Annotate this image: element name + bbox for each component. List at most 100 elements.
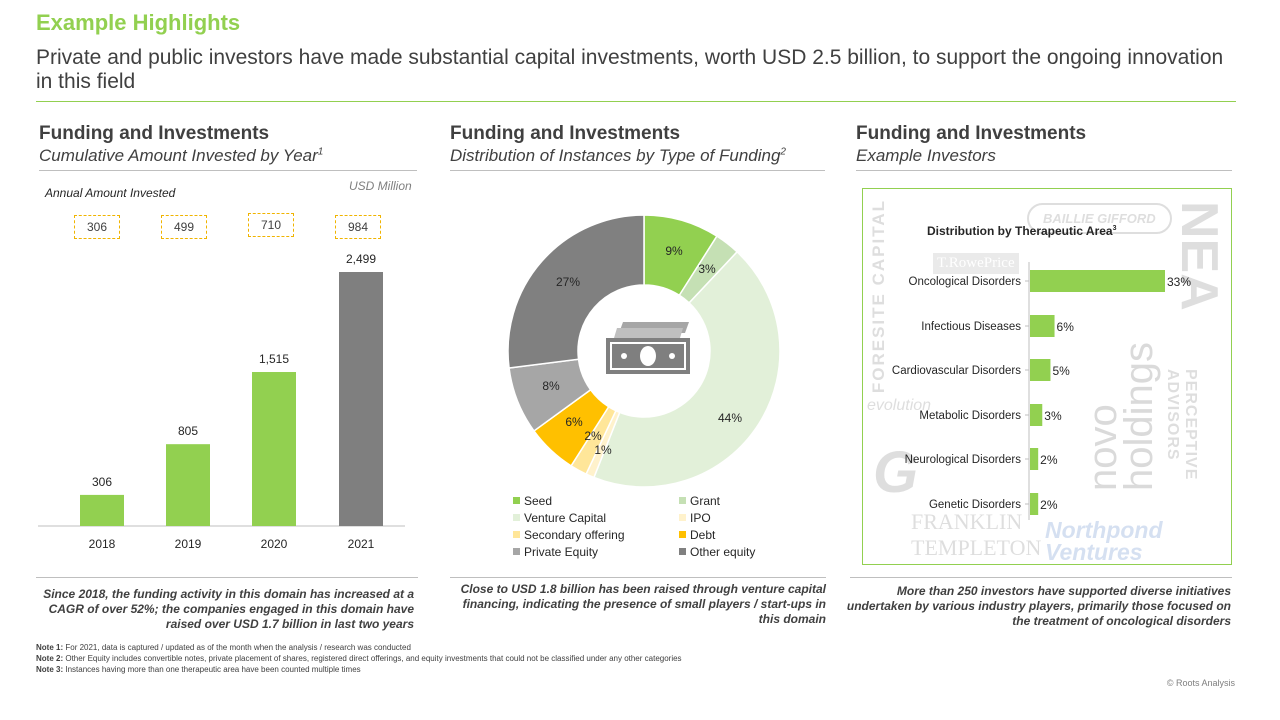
legend-item-private-equity: Private Equity bbox=[513, 544, 679, 559]
donut-slice-other-equity bbox=[507, 214, 645, 369]
legend-label: Venture Capital bbox=[524, 510, 607, 525]
donut-slice-label: 1% bbox=[594, 443, 612, 457]
panel-1-footnote: 1 bbox=[317, 146, 324, 158]
page-subtitle: Private and public investors have made s… bbox=[36, 46, 1224, 93]
logo-franklin-templeton: FRANKLIN TEMPLETON bbox=[911, 509, 1042, 560]
donut-slice-label: 2% bbox=[584, 429, 602, 443]
notes: Note 1: For 2021, data is captured / upd… bbox=[36, 642, 682, 675]
hbar-value-label: 5% bbox=[1052, 364, 1070, 378]
hbar-value-label: 2% bbox=[1040, 453, 1058, 467]
note-1: Note 1: For 2021, data is captured / upd… bbox=[36, 642, 682, 653]
page-title: Example Highlights bbox=[36, 10, 241, 35]
logo-northpond: Northpond Ventures bbox=[1045, 517, 1163, 565]
legend-item-other-equity: Other equity bbox=[679, 544, 813, 559]
hbar-neurological-disorders bbox=[1030, 448, 1039, 470]
hbar-value-label: 6% bbox=[1057, 320, 1075, 334]
hbar-category-label: Neurological Disorders bbox=[905, 454, 1022, 466]
logo-baillie-gifford: BAILLIE GIFFORD bbox=[1027, 203, 1172, 234]
donut-slice-label: 3% bbox=[698, 262, 716, 276]
panel-1-title: Funding and Investments bbox=[39, 123, 270, 144]
bar-category-label: 2019 bbox=[175, 537, 202, 551]
bar-category-label: 2018 bbox=[89, 537, 116, 551]
money-icon-coin bbox=[640, 346, 656, 366]
donut-slice-label: 6% bbox=[565, 415, 583, 429]
copyright: © Roots Analysis bbox=[1166, 678, 1235, 688]
panel-2-subtitle-text: Distribution of Instances by Type of Fun… bbox=[450, 146, 781, 165]
hbar-infectious-diseases bbox=[1030, 315, 1055, 337]
summary-3-divider bbox=[850, 577, 1232, 578]
panel-3-divider bbox=[856, 170, 1232, 171]
donut-slice-label: 44% bbox=[718, 411, 742, 425]
donut-slice-venture-capital bbox=[592, 250, 781, 488]
panel-2-footnote: 2 bbox=[780, 146, 786, 158]
hbar-category-label: Oncological Disorders bbox=[909, 276, 1022, 288]
hbar-oncological-disorders bbox=[1030, 270, 1165, 292]
panel-2-divider bbox=[450, 170, 825, 171]
note-3-text: Instances having more than one therapeut… bbox=[65, 665, 361, 674]
bar-value-label: 306 bbox=[92, 475, 112, 489]
summary-2-divider bbox=[450, 577, 826, 578]
note-3-label: Note 3: bbox=[36, 665, 64, 674]
legend-label: Secondary offering bbox=[524, 527, 625, 542]
investor-logos-box: FORESITE CAPITAL T.RowePrice BAILLIE GIF… bbox=[862, 188, 1232, 565]
legend-swatch bbox=[679, 548, 686, 555]
legend-swatch bbox=[513, 514, 520, 521]
panel-3-title: Funding and Investments bbox=[856, 123, 1087, 144]
panel-1-subtitle-text: Cumulative Amount Invested by Year bbox=[39, 146, 318, 165]
annual-value-2021: 984 bbox=[335, 215, 381, 239]
legend-item-grant: Grant bbox=[679, 493, 813, 508]
bar-2018 bbox=[80, 494, 124, 526]
legend-item-secondary-offering: Secondary offering bbox=[513, 527, 679, 542]
panel-2-title: Funding and Investments bbox=[450, 123, 681, 144]
legend-item-seed: Seed bbox=[513, 493, 679, 508]
summary-1-divider bbox=[36, 577, 418, 578]
legend-item-venture-capital: Venture Capital bbox=[513, 510, 679, 525]
bar-category-label: 2020 bbox=[261, 537, 288, 551]
legend-label: Other equity bbox=[690, 544, 756, 559]
bar-2021 bbox=[339, 272, 383, 526]
legend-swatch bbox=[679, 531, 686, 538]
money-icon-border bbox=[610, 342, 686, 370]
bar-value-label: 1,515 bbox=[259, 352, 289, 366]
annual-value-2020: 710 bbox=[248, 213, 294, 237]
bar-category-label: 2021 bbox=[348, 537, 375, 551]
bar-2020 bbox=[252, 372, 296, 526]
unit-label: USD Million bbox=[349, 179, 412, 193]
panel-1-subtitle: Cumulative Amount Invested by Year1 bbox=[39, 146, 323, 166]
note-2-text: Other Equity includes convertible notes,… bbox=[65, 654, 682, 663]
legend-swatch bbox=[513, 497, 520, 504]
hbar-value-label: 2% bbox=[1040, 498, 1058, 512]
hbar-category-label: Genetic Disorders bbox=[929, 499, 1021, 511]
hbar-value-label: 33% bbox=[1167, 275, 1191, 289]
cumulative-bar-chart: 306 2018 805 2019 1,515 2020 2,499 2021 bbox=[38, 252, 405, 551]
summary-2: Close to USD 1.8 billion has been raised… bbox=[460, 582, 826, 626]
bar-2019 bbox=[166, 444, 210, 526]
hbar-metabolic-disorders bbox=[1030, 404, 1043, 426]
header-divider bbox=[36, 101, 1236, 102]
summary-3: More than 250 investors have supported d… bbox=[846, 584, 1231, 628]
legend-label: Grant bbox=[690, 493, 721, 508]
legend-swatch bbox=[679, 497, 686, 504]
panel-1-divider bbox=[39, 170, 417, 171]
legend-item-ipo: IPO bbox=[679, 510, 813, 525]
donut-slice-label: 8% bbox=[542, 379, 560, 393]
donut-legend: Seed Grant Venture Capital IPO Secondary off… bbox=[513, 493, 813, 559]
therapeutic-footnote: 3 bbox=[1112, 225, 1117, 232]
therapeutic-title-text: Distribution by Therapeutic Area bbox=[927, 224, 1113, 238]
legend-label: Seed bbox=[524, 493, 553, 508]
money-icon bbox=[606, 322, 690, 374]
legend-label: Debt bbox=[690, 527, 716, 542]
donut-slice-label: 27% bbox=[556, 275, 580, 289]
note-1-text: For 2021, data is captured / updated as … bbox=[65, 643, 411, 652]
legend-swatch bbox=[513, 531, 520, 538]
money-icon-mid-note bbox=[614, 328, 683, 338]
note-2: Note 2: Other Equity includes convertibl… bbox=[36, 653, 682, 664]
annual-value-2019: 499 bbox=[161, 215, 207, 239]
logo-g: G bbox=[873, 440, 919, 505]
donut-slice-label: 9% bbox=[665, 244, 683, 258]
note-3: Note 3: Instances having more than one t… bbox=[36, 664, 682, 675]
bar-value-label: 2,499 bbox=[346, 252, 376, 266]
hbar-category-label: Cardiovascular Disorders bbox=[892, 365, 1021, 377]
legend-item-debt: Debt bbox=[679, 527, 813, 542]
